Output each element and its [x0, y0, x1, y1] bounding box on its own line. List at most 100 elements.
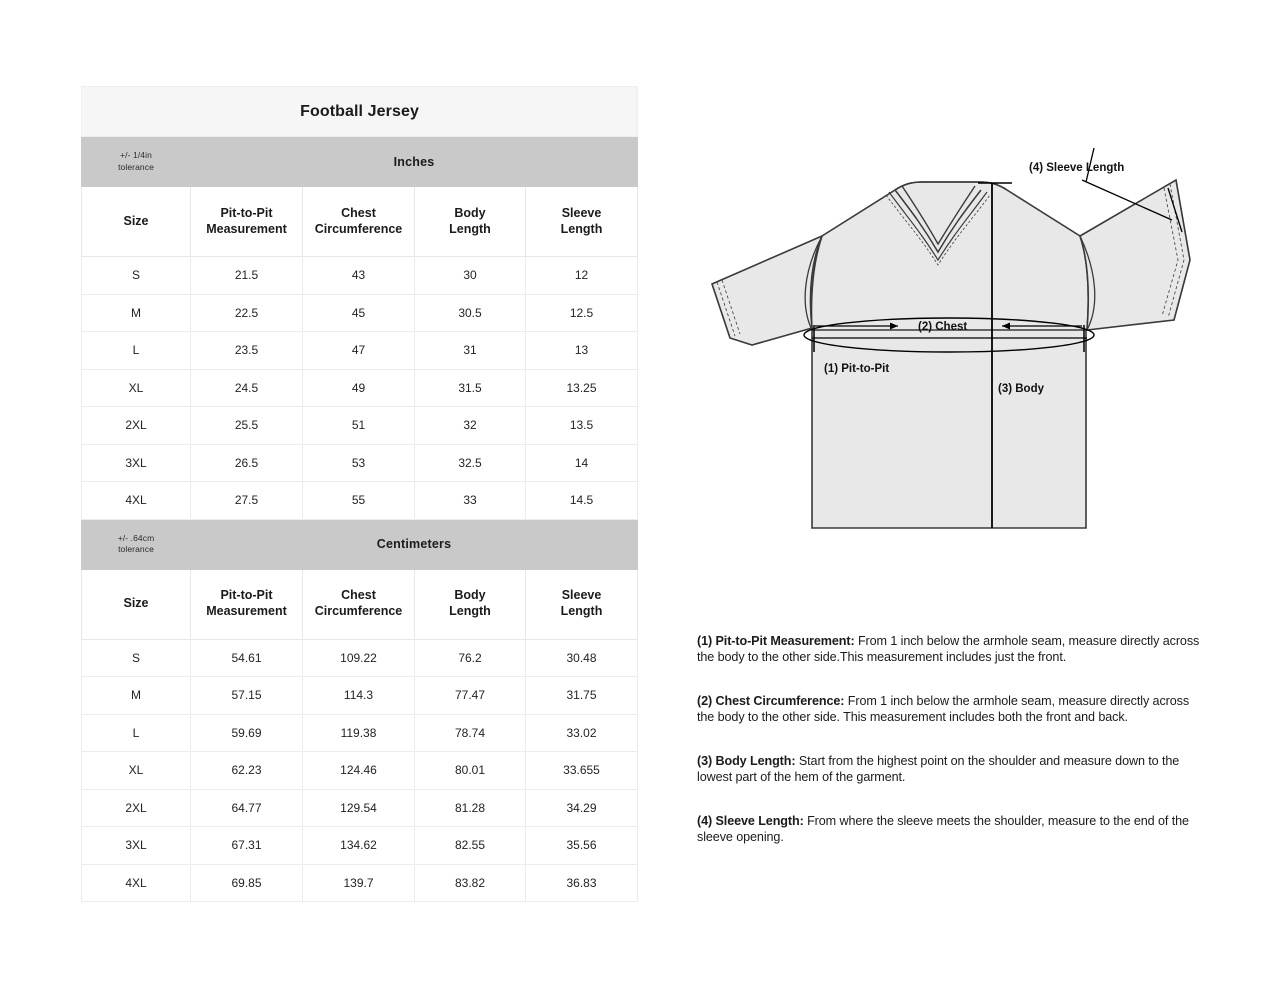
table-row: S 54.61 109.22 76.2 30.48: [81, 638, 639, 677]
table-row: L 23.5 47 31 13: [81, 331, 639, 370]
cell-sleeve: 31.75: [524, 676, 639, 715]
cell-size: 3XL: [81, 826, 191, 865]
column-header-line-1: Body: [454, 588, 486, 603]
sleeve-length-measure-line: [1081, 147, 1183, 233]
cell-body: 33: [414, 481, 526, 520]
jersey-body-shape: [711, 178, 1191, 529]
body-length-measure-line: [978, 182, 1012, 528]
column-header-1: Pit-to-Pit Measurement: [190, 568, 303, 640]
column-header-2: Chest Circumference: [302, 186, 415, 257]
cell-size: 2XL: [81, 406, 191, 445]
table-row: 2XL 25.5 51 32 13.5: [81, 406, 639, 445]
chest-circumference-ellipse: [803, 317, 1095, 353]
table-row: XL 24.5 49 31.5 13.25: [81, 368, 639, 407]
tolerance-note: +/- 1/4in tolerance: [81, 136, 191, 187]
cell-chest: 139.7: [302, 863, 415, 902]
cell-body: 32.5: [414, 443, 526, 482]
cell-sleeve: 34.29: [524, 788, 639, 827]
cell-size: 3XL: [81, 443, 191, 482]
cell-chest: 49: [302, 368, 415, 407]
cell-sleeve: 30.48: [524, 638, 639, 677]
unit-header-row: +/- .64cm tolerance Centimeters: [81, 518, 639, 570]
column-header-line-2: Circumference: [314, 221, 403, 236]
column-header-row: Size Pit-to-Pit Measurement Chest Circumfere…: [81, 568, 639, 640]
tolerance-line-2: tolerance: [118, 161, 154, 172]
cell-pit-to-pit: 64.77: [190, 788, 303, 827]
cell-sleeve: 33.655: [524, 751, 639, 790]
column-header-line-1: Pit-to-Pit: [220, 205, 273, 220]
cell-chest: 109.22: [302, 638, 415, 677]
column-header-line-2: Length: [449, 604, 491, 618]
cell-body: 78.74: [414, 713, 526, 752]
cell-body: 30.5: [414, 293, 526, 332]
note-sleeve-length-text: From where the sleeve meets the shoulder…: [697, 814, 1189, 845]
note-pit-to-pit-label: (1) Pit-to-Pit Measurement:: [697, 633, 855, 648]
note-sleeve-length: (4) Sleeve Length: From where the sleeve…: [697, 813, 1202, 845]
page-title: Football Jersey: [80, 86, 639, 137]
cell-pit-to-pit: 62.23: [190, 751, 303, 790]
cell-pit-to-pit: 67.31: [190, 826, 303, 865]
column-header-line-2: Length: [560, 221, 603, 236]
column-header-line-1: Body: [454, 205, 486, 220]
cell-chest: 43: [302, 256, 415, 295]
table-row: M 57.15 114.3 77.47 31.75: [81, 676, 639, 715]
note-chest-circumference-text: From 1 inch below the armhole seam, meas…: [697, 693, 1190, 724]
table-row: S 21.5 43 30 12: [81, 256, 639, 295]
cell-size: S: [81, 256, 191, 295]
body-label: (3) Body: [998, 383, 1045, 395]
cell-sleeve: 13.5: [524, 406, 639, 445]
note-pit-to-pit: (1) Pit-to-Pit Measurement: From 1 inch …: [697, 633, 1202, 665]
cell-size: L: [81, 331, 191, 370]
cell-pit-to-pit: 59.69: [190, 713, 303, 752]
column-header-line-1: Size: [123, 213, 149, 228]
cell-chest: 114.3: [302, 676, 415, 715]
cell-body: 76.2: [414, 638, 526, 677]
column-header-4: Sleeve Length: [524, 568, 639, 640]
column-header-row: Size Pit-to-Pit Measurement Chest Circumfere…: [81, 186, 639, 257]
size-chart-panel: Football Jersey +/- 1/4in tolerance Inches S…: [80, 86, 639, 902]
cell-pit-to-pit: 24.5: [190, 368, 303, 407]
cell-body: 81.28: [414, 788, 526, 827]
column-header-line-2: Measurement: [206, 221, 287, 236]
cell-sleeve: 33.02: [524, 713, 639, 752]
cell-sleeve: 36.83: [524, 863, 639, 902]
cell-sleeve: 12: [524, 256, 639, 295]
column-header-line-1: Sleeve: [561, 205, 602, 220]
pit-to-pit-measure-line: [813, 325, 1085, 352]
tolerance-line-1: +/- 1/4in: [120, 150, 152, 161]
cell-size: 4XL: [81, 863, 191, 902]
column-header-line-2: Length: [449, 221, 491, 236]
table-row: 3XL 67.31 134.62 82.55 35.56: [81, 826, 639, 865]
cell-sleeve: 14.5: [524, 481, 639, 520]
column-header-3: Body Length: [414, 568, 526, 640]
cell-chest: 53: [302, 443, 415, 482]
cell-pit-to-pit: 26.5: [190, 443, 303, 482]
cell-size: L: [81, 713, 191, 752]
cell-size: XL: [81, 368, 191, 407]
cell-chest: 55: [302, 481, 415, 520]
cell-body: 32: [414, 406, 526, 445]
table-row: 4XL 27.5 55 33 14.5: [81, 481, 639, 520]
left-cuff-stitch-icon: [711, 279, 741, 339]
cell-pit-to-pit: 57.15: [190, 676, 303, 715]
column-header-2: Chest Circumference: [302, 568, 415, 640]
cell-body: 80.01: [414, 751, 526, 790]
cell-pit-to-pit: 23.5: [190, 331, 303, 370]
cell-sleeve: 12.5: [524, 293, 639, 332]
note-body-length-label: (3) Body Length:: [697, 754, 796, 769]
column-header-0: Size: [81, 568, 191, 640]
cell-pit-to-pit: 54.61: [190, 638, 303, 677]
size-chart-table: Football Jersey +/- 1/4in tolerance Inches S…: [80, 86, 639, 902]
cell-pit-to-pit: 22.5: [190, 293, 303, 332]
note-pit-to-pit-text: From 1 inch below the armhole seam, meas…: [697, 633, 1200, 664]
cell-body: 83.82: [414, 863, 526, 902]
note-body-length-text: Start from the highest point on the shou…: [697, 754, 1180, 785]
cell-body: 30: [414, 256, 526, 295]
column-header-line-1: Chest: [341, 205, 376, 220]
column-header-line-2: Circumference: [314, 604, 403, 618]
table-row: L 59.69 119.38 78.74 33.02: [81, 713, 639, 752]
cell-body: 31: [414, 331, 526, 370]
table-row: XL 62.23 124.46 80.01 33.655: [81, 751, 639, 790]
column-header-line-1: Size: [123, 596, 149, 611]
